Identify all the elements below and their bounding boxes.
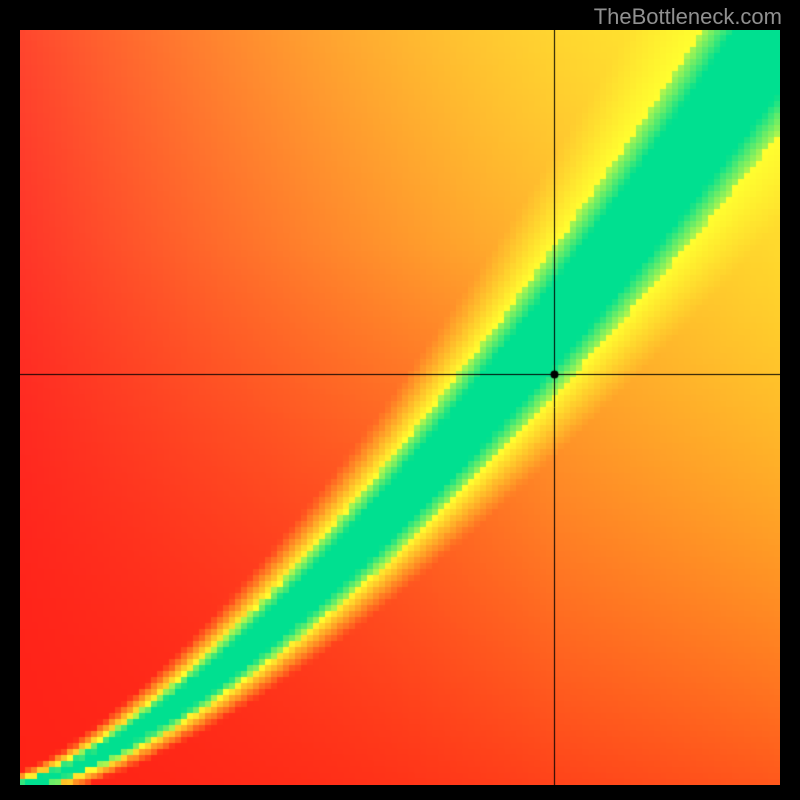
bottleneck-heatmap [20, 30, 780, 785]
chart-container: TheBottleneck.com [0, 0, 800, 800]
watermark-text: TheBottleneck.com [594, 4, 782, 30]
